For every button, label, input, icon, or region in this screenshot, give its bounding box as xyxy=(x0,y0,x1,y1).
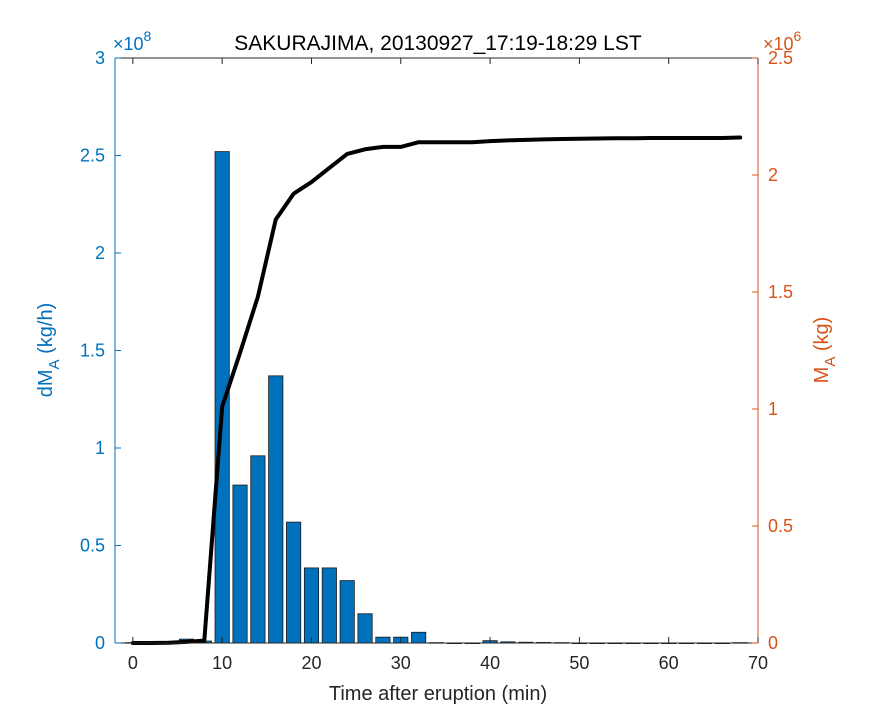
right-y-tick-label: 1 xyxy=(768,399,778,419)
bar xyxy=(375,636,391,644)
bar xyxy=(232,484,248,644)
left-y-tick-label: 3 xyxy=(95,48,105,68)
x-tick-label: 60 xyxy=(659,653,679,673)
x-tick-label: 10 xyxy=(212,653,232,673)
bar xyxy=(250,455,266,644)
axes-layer xyxy=(114,57,759,644)
chart-title: SAKURAJIMA, 20130927_17:19-18:29 LST xyxy=(234,32,642,55)
right-y-axis-label: MA (kg) xyxy=(811,317,839,384)
line-layer xyxy=(130,135,743,645)
right-y-tick-label: 2.5 xyxy=(768,48,793,68)
right-y-tick-label: 1.5 xyxy=(768,282,793,302)
right-y-tick-label: 0 xyxy=(768,633,778,653)
right-axis-exponent: ×106 xyxy=(763,28,802,54)
bar xyxy=(339,580,355,644)
left-y-tick-label: 1 xyxy=(95,438,105,458)
left-y-tick-label: 0.5 xyxy=(80,536,105,556)
bar xyxy=(303,567,320,644)
bar xyxy=(357,613,373,644)
bars-layer xyxy=(125,151,748,645)
cumulative-mass-line xyxy=(130,135,743,645)
right-y-tick-label: 2 xyxy=(768,165,778,185)
right-y-tick-label: 0.5 xyxy=(768,516,793,536)
left-y-axis-label: dMA (kg/h) xyxy=(35,303,63,398)
x-axis-label: Time after eruption (min) xyxy=(329,683,547,705)
x-tick-label: 30 xyxy=(391,653,411,673)
x-tick-label: 0 xyxy=(128,653,138,673)
left-y-tick-label: 2 xyxy=(95,243,105,263)
text-layer: SAKURAJIMA, 20130927_17:19-18:29 LST Tim… xyxy=(35,28,839,705)
bar xyxy=(286,521,302,644)
left-y-tick-label: 2.5 xyxy=(80,146,105,166)
left-y-tick-label: 1.5 xyxy=(80,341,105,361)
bar xyxy=(321,567,337,644)
bar xyxy=(411,631,427,644)
left-axis-exponent: ×108 xyxy=(113,28,152,54)
x-tick-label: 20 xyxy=(301,653,321,673)
x-tick-label: 40 xyxy=(480,653,500,673)
left-y-tick-label: 0 xyxy=(95,633,105,653)
x-tick-label: 70 xyxy=(748,653,768,673)
bar xyxy=(268,375,284,644)
x-tick-label: 50 xyxy=(569,653,589,673)
